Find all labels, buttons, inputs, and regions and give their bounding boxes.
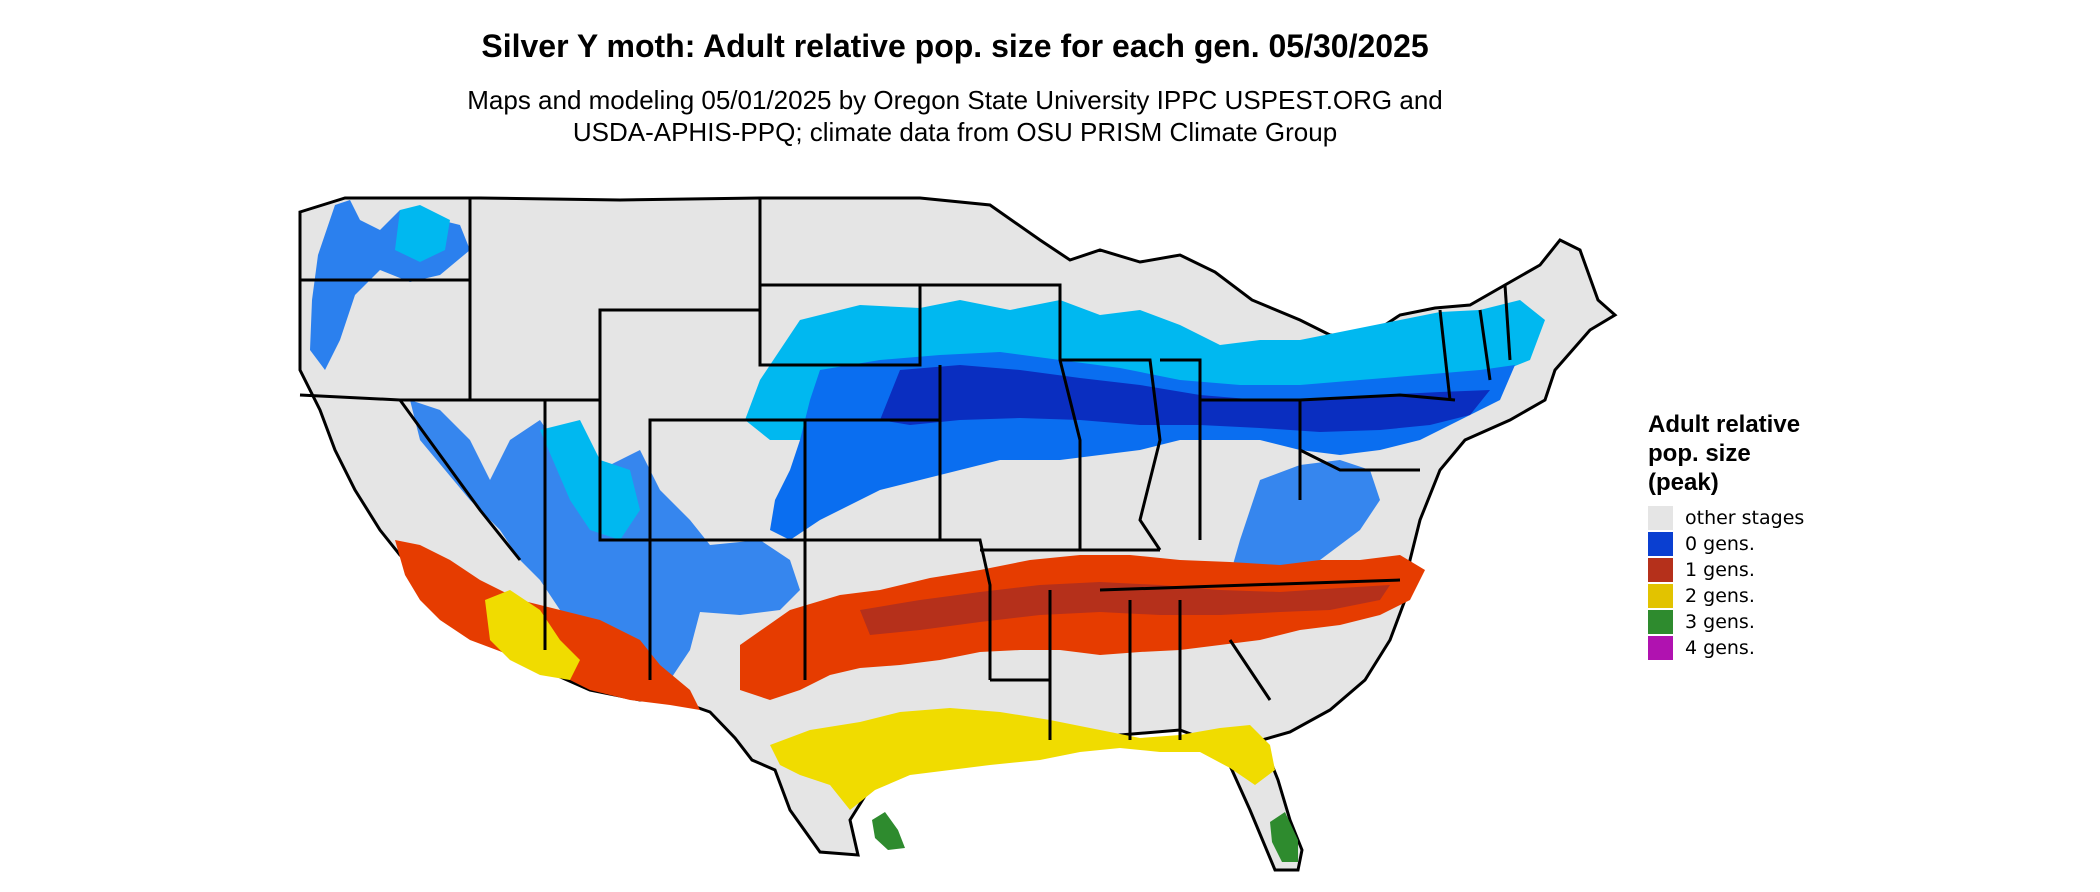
legend-title: Adult relative pop. size (peak) [1648, 410, 1908, 497]
region-west-lightblue [540, 420, 640, 540]
legend-swatch-other-stages [1648, 506, 1673, 530]
region-central-darkblue [880, 365, 1490, 432]
legend-item-1-gens: 1 gens. [1648, 557, 1908, 583]
region-texas-green [872, 812, 905, 850]
region-south-darkred [860, 582, 1390, 635]
region-florida-green [1270, 812, 1298, 862]
legend-title-line-3: (peak) [1648, 469, 1719, 496]
region-sw-yellow [485, 590, 580, 680]
legend-item-0-gens: 0 gens. [1648, 531, 1908, 557]
us-land [298, 196, 1618, 872]
legend: Adult relative pop. size (peak) other st… [1648, 410, 1908, 661]
legend-label-other-stages: other stages [1685, 507, 1805, 529]
legend-item-2-gens: 2 gens. [1648, 583, 1908, 609]
legend-item-other-stages: other stages [1648, 505, 1908, 531]
state-borders [299, 198, 1512, 740]
legend-swatch-2-gens [1648, 584, 1673, 608]
legend-item-3-gens: 3 gens. [1648, 609, 1908, 635]
legend-label-3-gens: 3 gens. [1685, 611, 1755, 633]
subtitle-line-2: USDA-APHIS-PPQ; climate data from OSU PR… [572, 117, 1338, 147]
chart-title: Silver Y moth: Adult relative pop. size … [481, 28, 1429, 64]
legend-label-1-gens: 1 gens. [1685, 559, 1755, 581]
subtitle-line-1: Maps and modeling 05/01/2025 by Oregon S… [467, 85, 1443, 115]
region-gulf-yellow [770, 708, 1275, 810]
legend-title-line-1: Adult relative [1648, 411, 1801, 438]
legend-swatch-3-gens [1648, 610, 1673, 634]
legend-swatch-4-gens [1648, 636, 1673, 660]
us-map [298, 196, 1618, 872]
legend-item-4-gens: 4 gens. [1648, 635, 1908, 661]
legend-label-4-gens: 4 gens. [1685, 637, 1755, 659]
region-nw-lightblue [395, 205, 450, 262]
region-appalachian-blue [1230, 460, 1380, 590]
legend-label-0-gens: 0 gens. [1685, 533, 1755, 555]
legend-label-2-gens: 2 gens. [1685, 585, 1755, 607]
legend-title-line-2: pop. size [1648, 440, 1751, 467]
legend-swatch-1-gens [1648, 558, 1673, 582]
legend-swatch-0-gens [1648, 532, 1673, 556]
